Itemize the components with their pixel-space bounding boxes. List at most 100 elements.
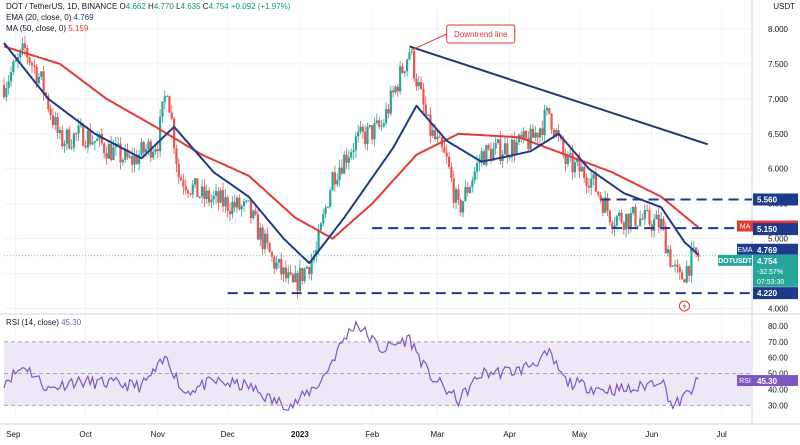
candle-body <box>35 66 38 84</box>
candle-body <box>378 120 381 127</box>
candle-body <box>128 156 131 158</box>
candle-body <box>70 147 73 149</box>
candle-body <box>89 130 92 145</box>
candle-body <box>156 148 159 152</box>
rsi-tick-label: 60.00 <box>768 354 789 363</box>
rsi-legend[interactable]: RSI (14, close) 45.30 <box>6 318 82 327</box>
candle-body <box>447 156 451 168</box>
candle-body <box>159 116 162 152</box>
candle-body <box>604 197 607 213</box>
candle-body <box>536 132 539 138</box>
candle-body <box>399 66 402 92</box>
candle-body <box>133 155 136 165</box>
candle-body <box>343 154 346 174</box>
candle-body <box>96 138 99 142</box>
candle-body <box>103 143 106 154</box>
last-price-value: 4.754 <box>757 257 778 266</box>
candle-body <box>336 179 339 185</box>
last-price-name-tag <box>718 254 752 266</box>
candle-body <box>305 267 309 269</box>
candle-body <box>697 254 700 257</box>
candle-body <box>112 147 115 161</box>
candle-body <box>221 190 225 207</box>
candle-body <box>242 201 246 207</box>
time-tick-label: Nov <box>151 430 165 439</box>
ema-legend[interactable]: EMA (20, close, 0) 4.769 <box>6 13 94 22</box>
candle-body <box>543 110 546 136</box>
price-tick-label: 7.000 <box>768 95 789 104</box>
candle-body <box>634 206 637 226</box>
candle-body <box>357 131 360 137</box>
candle-body <box>331 172 334 191</box>
candle-body <box>54 117 57 126</box>
candle-body <box>291 274 295 283</box>
candle-body <box>529 128 532 150</box>
candle-body <box>671 265 674 267</box>
candle-body <box>636 225 639 227</box>
candle-body <box>282 267 285 275</box>
candle-body <box>480 151 483 162</box>
candle-body <box>138 154 141 164</box>
candle-body <box>415 78 418 87</box>
candle-body <box>166 96 169 98</box>
candle-body <box>28 57 31 64</box>
candle-body <box>77 125 80 134</box>
candle-body <box>214 191 218 196</box>
candle-body <box>75 133 78 135</box>
indicator-name-tag <box>737 243 753 255</box>
candle-body <box>478 161 481 163</box>
candle-body <box>254 210 257 215</box>
candle-body <box>93 141 96 143</box>
candle-body <box>247 200 250 202</box>
candle-body <box>676 264 679 268</box>
candle-body <box>30 63 34 66</box>
symbol-legend: DOT / TetherUS, 1D, BINANCE O4.662 H4.77… <box>6 2 291 11</box>
candle-body <box>261 227 264 250</box>
candle-body <box>368 125 371 127</box>
candle-body <box>510 139 514 158</box>
candle-body <box>333 172 336 185</box>
candle-body <box>380 125 383 127</box>
candle-body <box>42 71 45 93</box>
candle-body <box>16 57 20 61</box>
candle-body <box>131 156 134 165</box>
candle-body <box>345 154 348 163</box>
price-tick-label: 5.000 <box>768 235 789 244</box>
ma-legend[interactable]: MA (50, close, 0) 5.159 <box>6 24 89 33</box>
rsi-value: 45.30 <box>757 377 778 386</box>
lightning-glyph <box>682 303 687 309</box>
candle-body <box>629 213 632 228</box>
candle-body <box>587 185 590 188</box>
candle-body <box>310 260 313 275</box>
candle-body <box>541 128 544 136</box>
candle-body <box>461 201 465 213</box>
candle-body <box>473 171 476 181</box>
candle-body <box>117 143 120 145</box>
candle-body <box>198 196 201 198</box>
candle-body <box>21 43 24 51</box>
candle-body <box>417 82 420 87</box>
candle-body <box>287 272 290 279</box>
candle-body <box>354 136 357 151</box>
candle-body <box>410 51 413 53</box>
candle-body <box>186 190 190 194</box>
candle-body <box>5 88 8 98</box>
candle-body <box>657 214 660 228</box>
candle-body <box>555 130 558 137</box>
candle-body <box>625 213 628 230</box>
time-tick-label: May <box>572 430 587 439</box>
candle-body <box>646 209 649 211</box>
candle-body <box>538 128 542 138</box>
candle-body <box>347 157 350 163</box>
candle-body <box>47 95 50 109</box>
candle-body <box>531 128 535 138</box>
rsi-tick-label: 70.00 <box>768 338 789 347</box>
candle-body <box>152 151 155 158</box>
candle-body <box>606 197 609 211</box>
candle-body <box>121 160 124 163</box>
candle-body <box>145 148 148 153</box>
level-tag <box>753 193 798 206</box>
time-tick-label: 2023 <box>291 430 309 439</box>
bar-countdown: 07:53:30 <box>757 279 784 286</box>
